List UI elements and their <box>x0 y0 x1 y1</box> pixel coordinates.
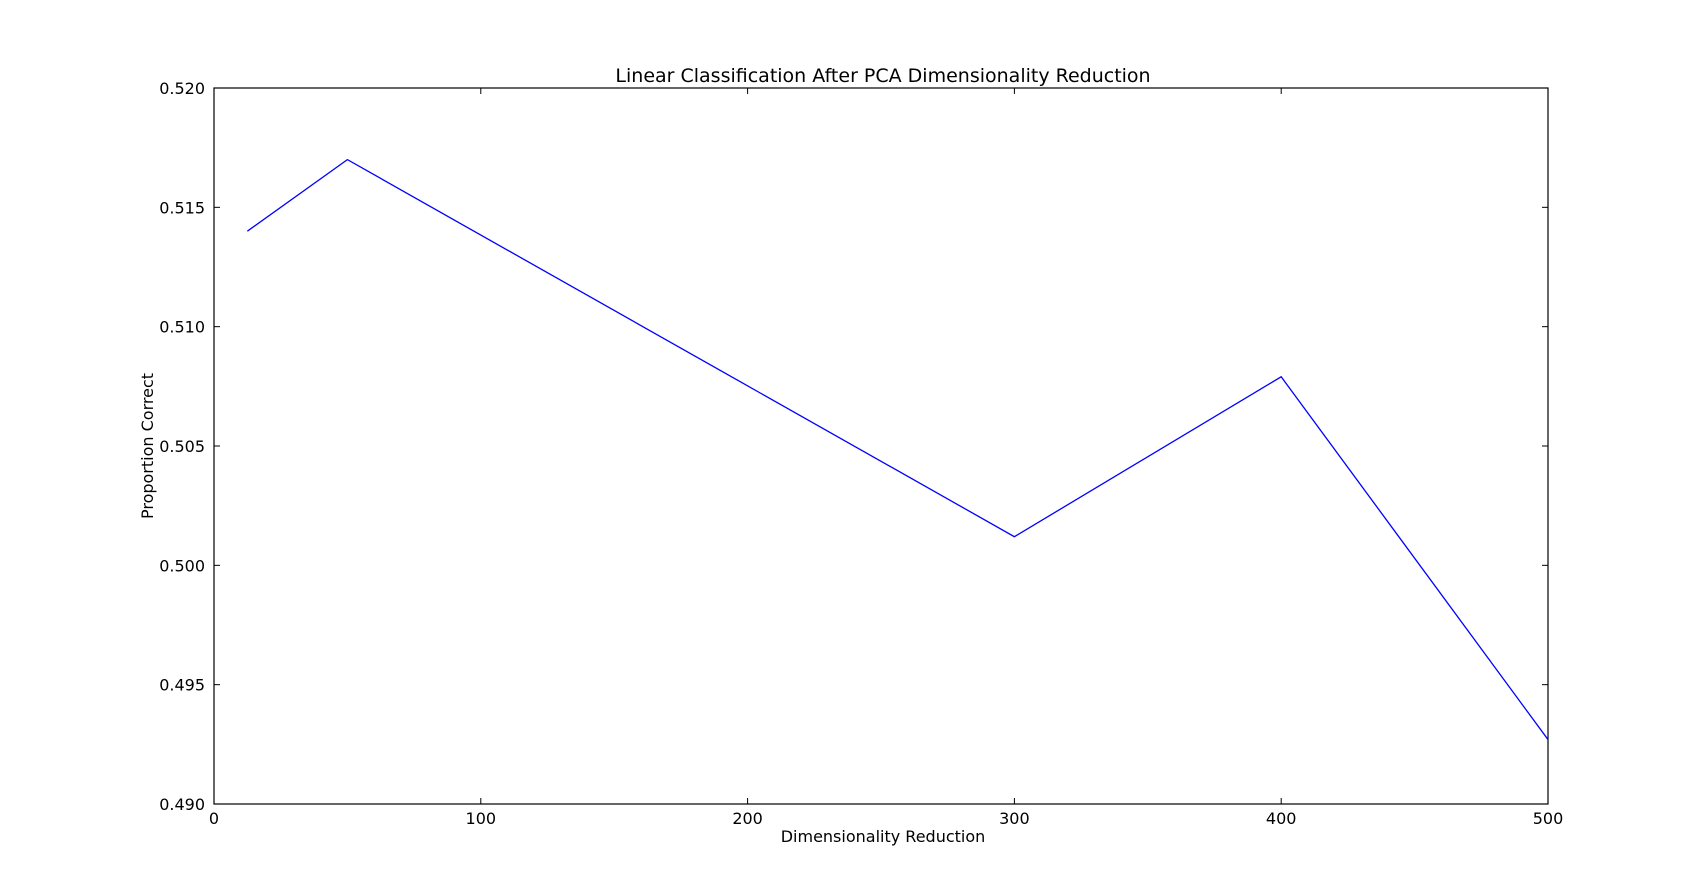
y-tick-label: 0.520 <box>159 79 205 98</box>
series-layer <box>246 158 1549 740</box>
x-tick-label: 400 <box>1266 809 1297 828</box>
y-axis-label: Proportion Correct <box>138 373 157 519</box>
x-axis-label: Dimensionality Reduction <box>781 827 986 846</box>
y-tick-label: 0.515 <box>159 198 205 217</box>
plot-area <box>213 87 1549 805</box>
x-tick-label: 500 <box>1533 809 1564 828</box>
y-tick-label: 0.505 <box>159 437 205 456</box>
y-tick-label: 0.495 <box>159 676 205 695</box>
x-tick-label: 300 <box>999 809 1030 828</box>
x-tick-label: 100 <box>466 809 497 828</box>
x-tick-label: 200 <box>732 809 763 828</box>
chart-title: Linear Classification After PCA Dimensio… <box>615 65 1150 87</box>
y-tick-label: 0.490 <box>159 795 205 814</box>
y-tick-label: 0.510 <box>159 318 205 337</box>
y-tick-label: 0.500 <box>159 556 205 575</box>
series-line <box>246 158 1549 740</box>
x-axis: 0 100 200 300 400 500 <box>209 88 1563 828</box>
x-tick-label: 0 <box>209 809 219 828</box>
y-axis: 0.490 0.495 0.500 0.505 0.510 0.515 0.520 <box>159 79 1548 814</box>
